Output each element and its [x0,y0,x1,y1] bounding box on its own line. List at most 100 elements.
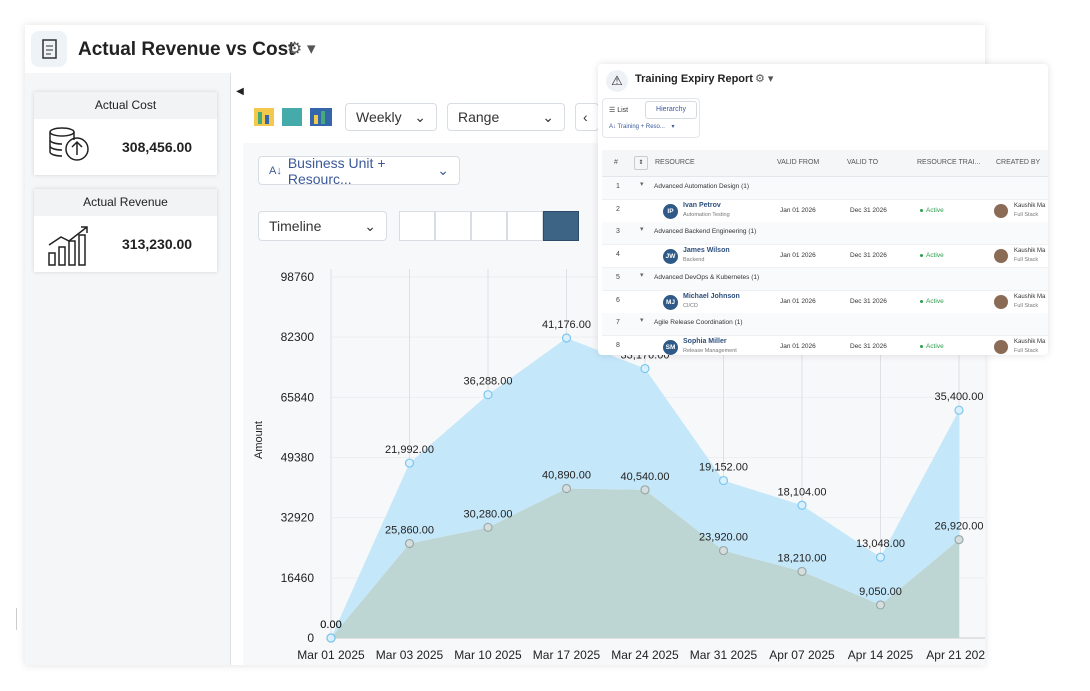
value-label: 26,920.00 [935,521,984,533]
valid-to: Dec 31 2026 [850,252,887,260]
report-icon [31,31,67,67]
table-header [602,150,1048,177]
item-row: 2 IP Ivan Petrov Automation Testing Jan 01 2… [602,199,1048,223]
row-number: 6 [616,296,620,304]
row-number: 3 [616,228,620,236]
x-tick-label: Mar 24 2025 [611,648,679,662]
y-tick-label: 16460 [281,571,315,585]
edge [10,608,17,630]
warning-icon: ⚠ [606,70,628,92]
row-number: 1 [616,183,620,190]
popup-title: Training Expiry Report [635,73,753,85]
btn-area[interactable] [399,211,435,241]
creator-photo [994,249,1008,264]
popup-settings[interactable]: ⚙ ▾ [755,73,774,85]
view-buttons [399,211,579,241]
btn-stacked[interactable] [543,211,579,241]
value-label: 30,280.00 [464,508,513,520]
prev[interactable]: ‹ [575,103,599,131]
point [954,405,964,415]
point [640,363,650,374]
value-label: 18,210.00 [778,552,827,564]
creator: Kaushik Ma [1014,202,1046,209]
status-dot [920,254,923,258]
resource-name: James Wilson [683,247,730,255]
column-header: VALID FROM [777,159,820,166]
avatar: JW [663,249,678,265]
value-label: 19,152.00 [699,462,748,474]
tab-list[interactable]: ☰ List [609,107,629,114]
creator: Kaushik Ma [1014,293,1046,300]
view-select[interactable]: Timeline ⌄ [258,211,387,241]
valid-to: Dec 31 2026 [850,206,887,214]
point [483,522,493,532]
column-header: RESOURCE [655,159,695,166]
kpi-card: Actual Cost 308,456.00 [34,92,217,175]
creator-role: Full Stack [1014,211,1039,218]
status: Active [926,252,944,260]
tab-hierarchy[interactable]: Hierarchy [645,101,697,119]
row-number: 7 [616,319,620,327]
status: Active [926,206,944,214]
group-row: 5 ▾ Advanced DevOps & Kubernetes (1) [602,267,1048,291]
btn-bar[interactable] [435,211,471,241]
kpi-icon [48,226,88,266]
area [331,488,959,638]
group-name: Advanced DevOps & Kubernetes (1) [654,273,760,281]
range: Range [458,109,500,125]
group-chip[interactable]: A↓ Business Unit + Resourc... ⌄ [258,154,460,187]
popup-filter[interactable]: A↓ Training + Reso... ▾ [609,124,675,130]
value-label: 25,860.00 [385,524,434,536]
creator-photo [994,203,1008,218]
x-tick-label: Mar 31 2025 [690,648,758,662]
column-header: VALID TO [847,159,879,166]
chart-type-icons [252,105,336,129]
expand[interactable]: ▾ [640,271,644,279]
column-header: CREATED BY [996,159,1041,166]
sort-icon[interactable]: ⇕ [634,156,648,170]
kpi-label: Actual Revenue [34,189,217,216]
creator-photo [994,294,1008,309]
expand[interactable]: ▾ [640,226,644,234]
point [954,534,964,545]
range-select[interactable]: Range ⌄ [447,103,565,131]
value-label: 18,104.00 [778,486,827,498]
kpi-value: 313,230.00 [122,236,193,252]
x-tick-label: Mar 10 2025 [454,648,522,662]
kpi-card: Actual Revenue 313,230.00 [34,189,217,272]
point [718,545,729,556]
popup: ⚠ Training Expiry Report ⚙ ▾ ☰ List Hier… [598,64,1048,355]
collapse[interactable]: ◀ [232,77,248,107]
valid-from: Jan 01 2026 [780,297,816,305]
resource-name: Sophia Miller [683,337,727,345]
value-label: 40,540.00 [621,471,670,483]
group-by: Business Unit + Resourc... [287,154,386,187]
group-name: Agile Release Coordination (1) [654,319,743,327]
settings[interactable]: ⚙ ▾ [287,39,316,58]
btn-scatter[interactable] [507,211,543,241]
status-dot [920,299,923,303]
group-row: 7 ▾ Agile Release Coordination (1) [602,313,1048,337]
x-tick-label: Mar 01 2025 [297,648,365,662]
expand[interactable]: ▾ [640,317,644,325]
valid-from: Jan 01 2026 [780,252,816,260]
creator-role: Full Stack [1014,257,1039,264]
kpi-value: 308,456.00 [122,139,193,155]
row-number: 5 [616,273,620,281]
value-label: 35,400.00 [935,391,984,403]
period-select[interactable]: Weekly ⌄ [345,103,437,131]
point [561,483,572,494]
valid-to: Dec 31 2026 [850,342,887,350]
valid-from: Jan 01 2026 [780,206,816,214]
view: Timeline [269,218,322,234]
row-number: 4 [616,251,620,259]
expand[interactable]: ▾ [640,181,644,188]
group-name: Advanced Automation Design (1) [654,183,750,190]
creator-role: Full Stack [1014,347,1039,354]
value-label: 9,050.00 [859,586,902,598]
point [875,552,886,562]
point [561,333,572,343]
btn-line[interactable] [471,211,507,241]
point [797,500,807,510]
column-header: # [614,159,618,166]
